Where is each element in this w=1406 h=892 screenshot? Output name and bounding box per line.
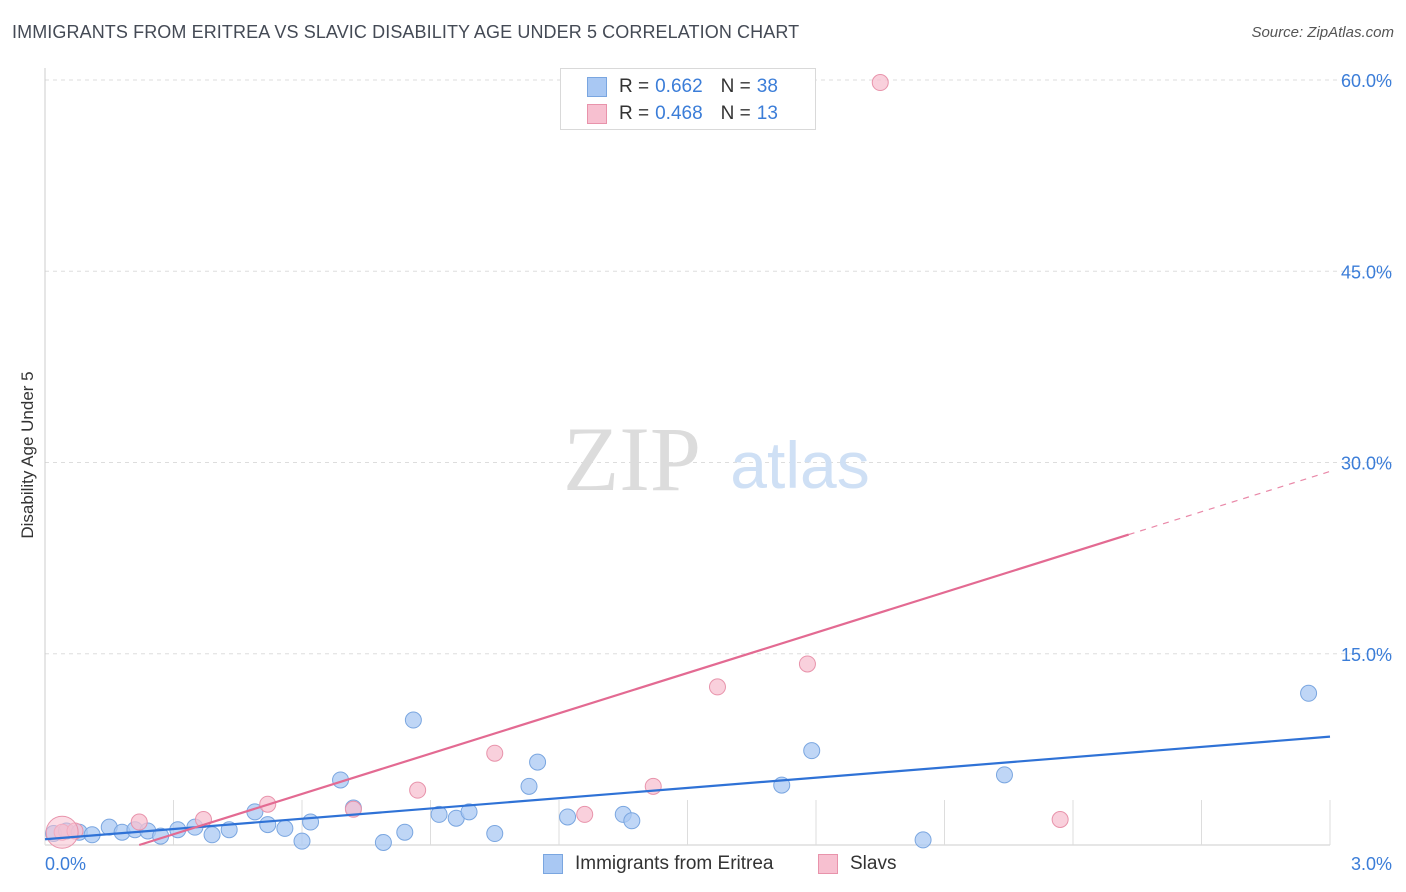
eritrea-point bbox=[293, 832, 311, 850]
eritrea-point bbox=[529, 753, 547, 771]
slavs-trend-line bbox=[138, 533, 1130, 847]
slavs-point bbox=[1051, 811, 1069, 828]
legend-n-label: N = bbox=[720, 76, 751, 97]
eritrea-point bbox=[430, 805, 448, 823]
y-tick-label: 45.0% bbox=[1341, 262, 1392, 282]
eritrea-point bbox=[302, 813, 320, 831]
grid-lines bbox=[45, 79, 1392, 655]
eritrea-point bbox=[374, 833, 392, 851]
legend-row-slavs: R = 0.468 N = 13 bbox=[587, 102, 784, 126]
eritrea-point bbox=[396, 823, 414, 841]
tick-labels: 15.0% 30.0% 45.0% 60.0% 0.0% 3.0% bbox=[45, 71, 1392, 874]
legend-r-value: 0.468 bbox=[655, 103, 703, 124]
slavs-point bbox=[798, 655, 816, 673]
eritrea-trend-line bbox=[44, 735, 1331, 841]
slavs-trend-line-extension bbox=[1128, 470, 1331, 536]
eritrea-point bbox=[559, 808, 577, 826]
eritrea-point bbox=[803, 742, 821, 760]
bottom-legend-swatch-slavs bbox=[818, 854, 838, 874]
slavs-point bbox=[130, 813, 148, 831]
watermark: ZIP atlas bbox=[563, 408, 870, 510]
slavs-point bbox=[871, 74, 889, 92]
legend-r-label: R = bbox=[619, 103, 650, 124]
eritrea-point bbox=[995, 766, 1013, 784]
trend-lines bbox=[44, 470, 1331, 847]
correlation-legend: R = 0.662 N = 38 R = 0.468 N = 13 bbox=[560, 68, 816, 130]
x-tick-label: 0.0% bbox=[45, 854, 86, 874]
slavs-point bbox=[45, 815, 79, 849]
legend-n-label: N = bbox=[720, 103, 751, 124]
bottom-legend-swatch-eritrea bbox=[543, 854, 563, 874]
y-tick-label: 30.0% bbox=[1341, 454, 1392, 474]
slavs-point bbox=[486, 744, 504, 762]
eritrea-point bbox=[914, 831, 932, 849]
bottom-legend-slavs[interactable]: Slavs bbox=[818, 852, 896, 876]
y-axis-label: Disability Age Under 5 bbox=[18, 371, 37, 539]
eritrea-point bbox=[486, 825, 504, 843]
legend-row-eritrea: R = 0.662 N = 38 bbox=[587, 75, 784, 99]
slavs-point bbox=[708, 678, 726, 696]
eritrea-point bbox=[520, 777, 538, 795]
x-tick-label: 3.0% bbox=[1351, 854, 1392, 874]
legend-swatch-eritrea bbox=[587, 77, 607, 97]
eritrea-point bbox=[203, 826, 221, 844]
watermark-atlas: atlas bbox=[730, 428, 869, 502]
eritrea-point bbox=[1300, 684, 1318, 702]
eritrea-point bbox=[460, 803, 478, 821]
legend-r-value: 0.662 bbox=[655, 76, 703, 97]
chart-title: IMMIGRANTS FROM ERITREA VS SLAVIC DISABI… bbox=[12, 22, 800, 42]
legend-r-label: R = bbox=[619, 76, 650, 97]
bottom-legend-label-slavs: Slavs bbox=[850, 853, 897, 874]
eritrea-point bbox=[404, 711, 422, 729]
source-label: Source: ZipAtlas.com bbox=[1251, 24, 1394, 41]
y-tick-label: 15.0% bbox=[1341, 645, 1392, 665]
y-tick-label: 60.0% bbox=[1341, 71, 1392, 91]
legend-n-value: 38 bbox=[756, 76, 778, 97]
slavs-point bbox=[576, 805, 594, 823]
eritrea-point bbox=[259, 816, 277, 834]
legend-n-value: 13 bbox=[756, 103, 778, 124]
watermark-zip: ZIP bbox=[563, 408, 701, 510]
bottom-legend-eritrea[interactable]: Immigrants from Eritrea bbox=[543, 852, 773, 876]
bottom-legend-label-eritrea: Immigrants from Eritrea bbox=[575, 853, 774, 874]
legend-swatch-slavs bbox=[587, 104, 607, 124]
slavs-point bbox=[409, 781, 427, 799]
eritrea-point bbox=[623, 812, 641, 830]
eritrea-point bbox=[276, 819, 294, 837]
